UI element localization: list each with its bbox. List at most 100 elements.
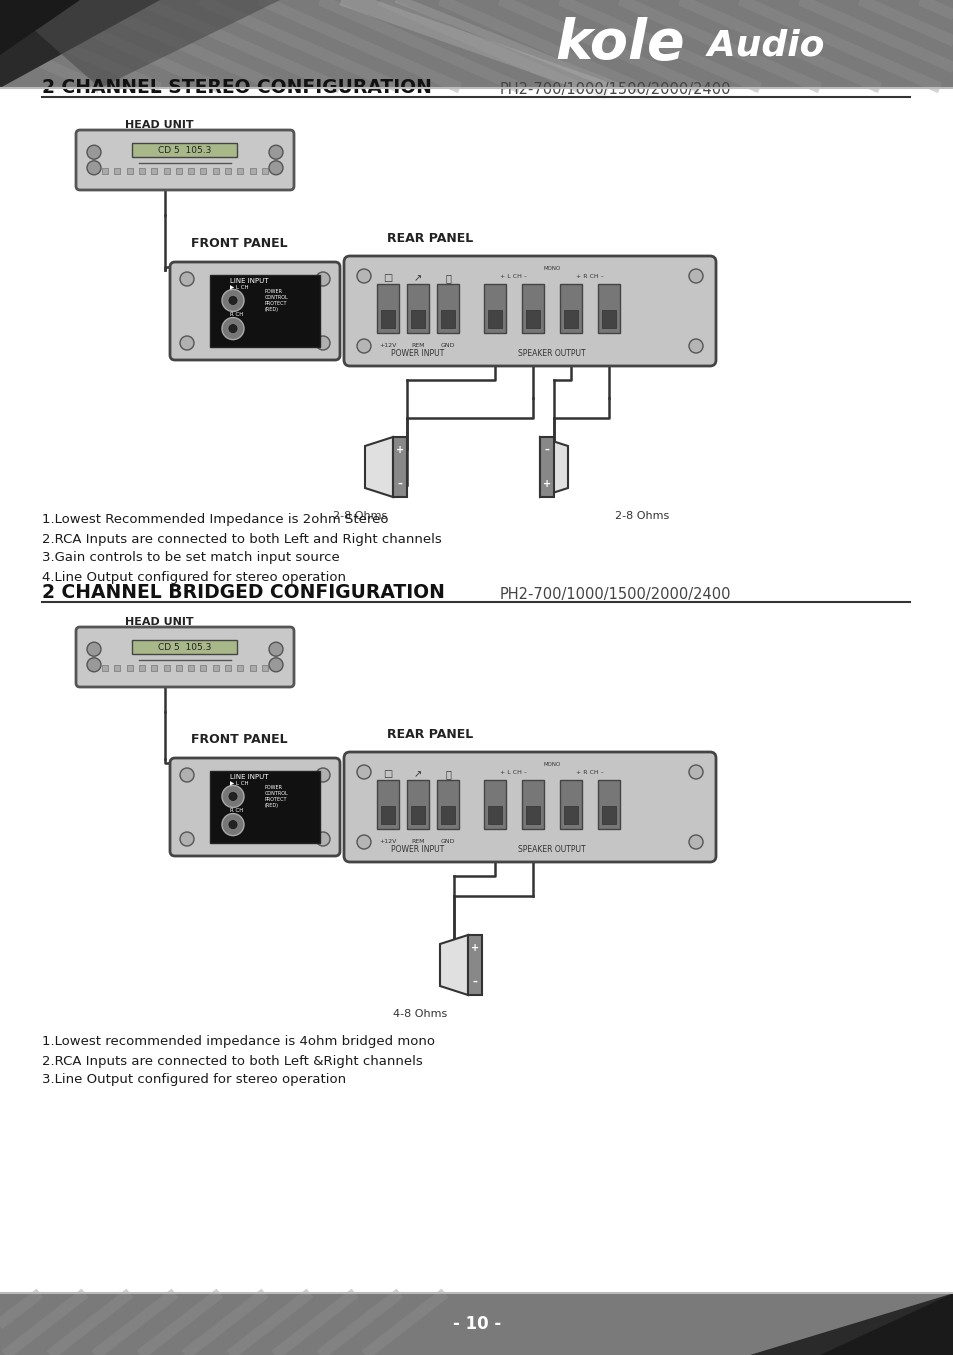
Circle shape — [315, 336, 330, 350]
Bar — [200, 665, 206, 672]
Bar — [468, 935, 481, 995]
Bar — [601, 806, 616, 824]
Text: MONO: MONO — [543, 267, 560, 271]
Text: ⏚: ⏚ — [445, 272, 451, 283]
Circle shape — [356, 270, 371, 283]
Text: 1.Lowest recommended impedance is 4ohm bridged mono: 1.Lowest recommended impedance is 4ohm b… — [42, 1035, 435, 1049]
Bar — [380, 310, 395, 328]
FancyBboxPatch shape — [76, 627, 294, 687]
Bar — [380, 806, 395, 824]
Text: 2-8 Ohms: 2-8 Ohms — [333, 511, 387, 522]
Bar — [483, 779, 505, 828]
Text: PH2-700/1000/1500/2000/2400: PH2-700/1000/1500/2000/2400 — [499, 83, 731, 98]
Text: REM: REM — [411, 343, 424, 348]
Circle shape — [356, 339, 371, 354]
Circle shape — [180, 336, 193, 350]
Text: (RED): (RED) — [265, 308, 278, 312]
Circle shape — [222, 813, 244, 836]
Circle shape — [269, 161, 283, 175]
Text: +: + — [471, 943, 478, 953]
Polygon shape — [0, 0, 280, 88]
Text: R CH: R CH — [230, 312, 243, 317]
Text: ↗: ↗ — [414, 770, 421, 779]
Circle shape — [315, 272, 330, 286]
Text: REAR PANEL: REAR PANEL — [387, 728, 473, 741]
Text: PH2-700/1000/1500/2000/2400: PH2-700/1000/1500/2000/2400 — [499, 587, 731, 602]
Text: HEAD UNIT: HEAD UNIT — [125, 617, 193, 627]
Polygon shape — [439, 935, 468, 995]
Circle shape — [180, 272, 193, 286]
Text: □: □ — [383, 272, 393, 283]
Text: POWER: POWER — [265, 785, 283, 790]
Text: kole: kole — [555, 18, 684, 70]
Polygon shape — [539, 438, 567, 497]
Bar — [175, 665, 182, 672]
Text: FRONT PANEL: FRONT PANEL — [191, 237, 287, 251]
Bar — [601, 310, 616, 328]
Bar — [250, 168, 255, 175]
Circle shape — [87, 145, 101, 159]
Bar — [483, 283, 505, 332]
Bar — [188, 665, 193, 672]
Text: LINE INPUT: LINE INPUT — [230, 774, 268, 780]
Bar — [139, 168, 145, 175]
Bar — [210, 275, 319, 347]
Polygon shape — [749, 1293, 953, 1355]
Bar — [114, 665, 120, 672]
Text: –: – — [472, 977, 476, 986]
Text: LINE INPUT: LINE INPUT — [230, 278, 268, 285]
Circle shape — [228, 295, 237, 305]
Bar — [559, 779, 581, 828]
Bar — [488, 310, 501, 328]
Circle shape — [269, 145, 283, 159]
Bar — [175, 168, 182, 175]
Bar — [488, 806, 501, 824]
Text: REM: REM — [411, 839, 424, 844]
Text: ▶ L CH: ▶ L CH — [230, 285, 249, 289]
Text: HEAD UNIT: HEAD UNIT — [125, 121, 193, 130]
Circle shape — [87, 642, 101, 656]
FancyBboxPatch shape — [344, 256, 716, 366]
Bar — [563, 806, 578, 824]
Bar — [237, 665, 243, 672]
Text: MONO: MONO — [543, 763, 560, 767]
Text: ↗: ↗ — [414, 272, 421, 283]
Text: FRONT PANEL: FRONT PANEL — [191, 733, 287, 747]
Bar — [139, 665, 145, 672]
Circle shape — [688, 339, 702, 354]
Text: PROTECT: PROTECT — [265, 301, 287, 306]
Text: 3.Line Output configured for stereo operation: 3.Line Output configured for stereo oper… — [42, 1073, 346, 1087]
Text: SPEAKER OUTPUT: SPEAKER OUTPUT — [517, 844, 585, 854]
Text: + L CH –: + L CH – — [500, 770, 527, 775]
Text: + R CH –: + R CH – — [576, 274, 603, 279]
Bar — [0, 1293, 953, 1355]
Text: ▶ L CH: ▶ L CH — [230, 780, 249, 785]
Text: –: – — [544, 446, 549, 455]
Text: 2.RCA Inputs are connected to both Left &Right channels: 2.RCA Inputs are connected to both Left … — [42, 1054, 422, 1068]
Text: CD 5  105.3: CD 5 105.3 — [158, 145, 212, 154]
Bar — [188, 168, 193, 175]
Text: CD 5  105.3: CD 5 105.3 — [158, 642, 212, 652]
Bar — [539, 438, 554, 497]
Bar — [200, 168, 206, 175]
Bar — [102, 168, 108, 175]
Bar — [152, 168, 157, 175]
Text: 2 CHANNEL BRIDGED CONFIGURATION: 2 CHANNEL BRIDGED CONFIGURATION — [42, 583, 444, 602]
Text: Audio: Audio — [695, 28, 823, 62]
Bar — [411, 310, 424, 328]
Circle shape — [222, 786, 244, 808]
Bar — [163, 168, 170, 175]
Bar — [440, 806, 455, 824]
Text: 3.Gain controls to be set match input source: 3.Gain controls to be set match input so… — [42, 551, 339, 565]
Circle shape — [228, 791, 237, 801]
Text: REAR PANEL: REAR PANEL — [387, 232, 473, 245]
Bar — [210, 771, 319, 843]
Circle shape — [222, 290, 244, 312]
Bar — [411, 806, 424, 824]
Text: - 10 -: - 10 - — [453, 1314, 500, 1333]
Bar — [261, 168, 268, 175]
FancyBboxPatch shape — [170, 757, 339, 856]
Text: (RED): (RED) — [265, 804, 278, 808]
Bar — [376, 283, 398, 332]
Bar — [213, 168, 218, 175]
